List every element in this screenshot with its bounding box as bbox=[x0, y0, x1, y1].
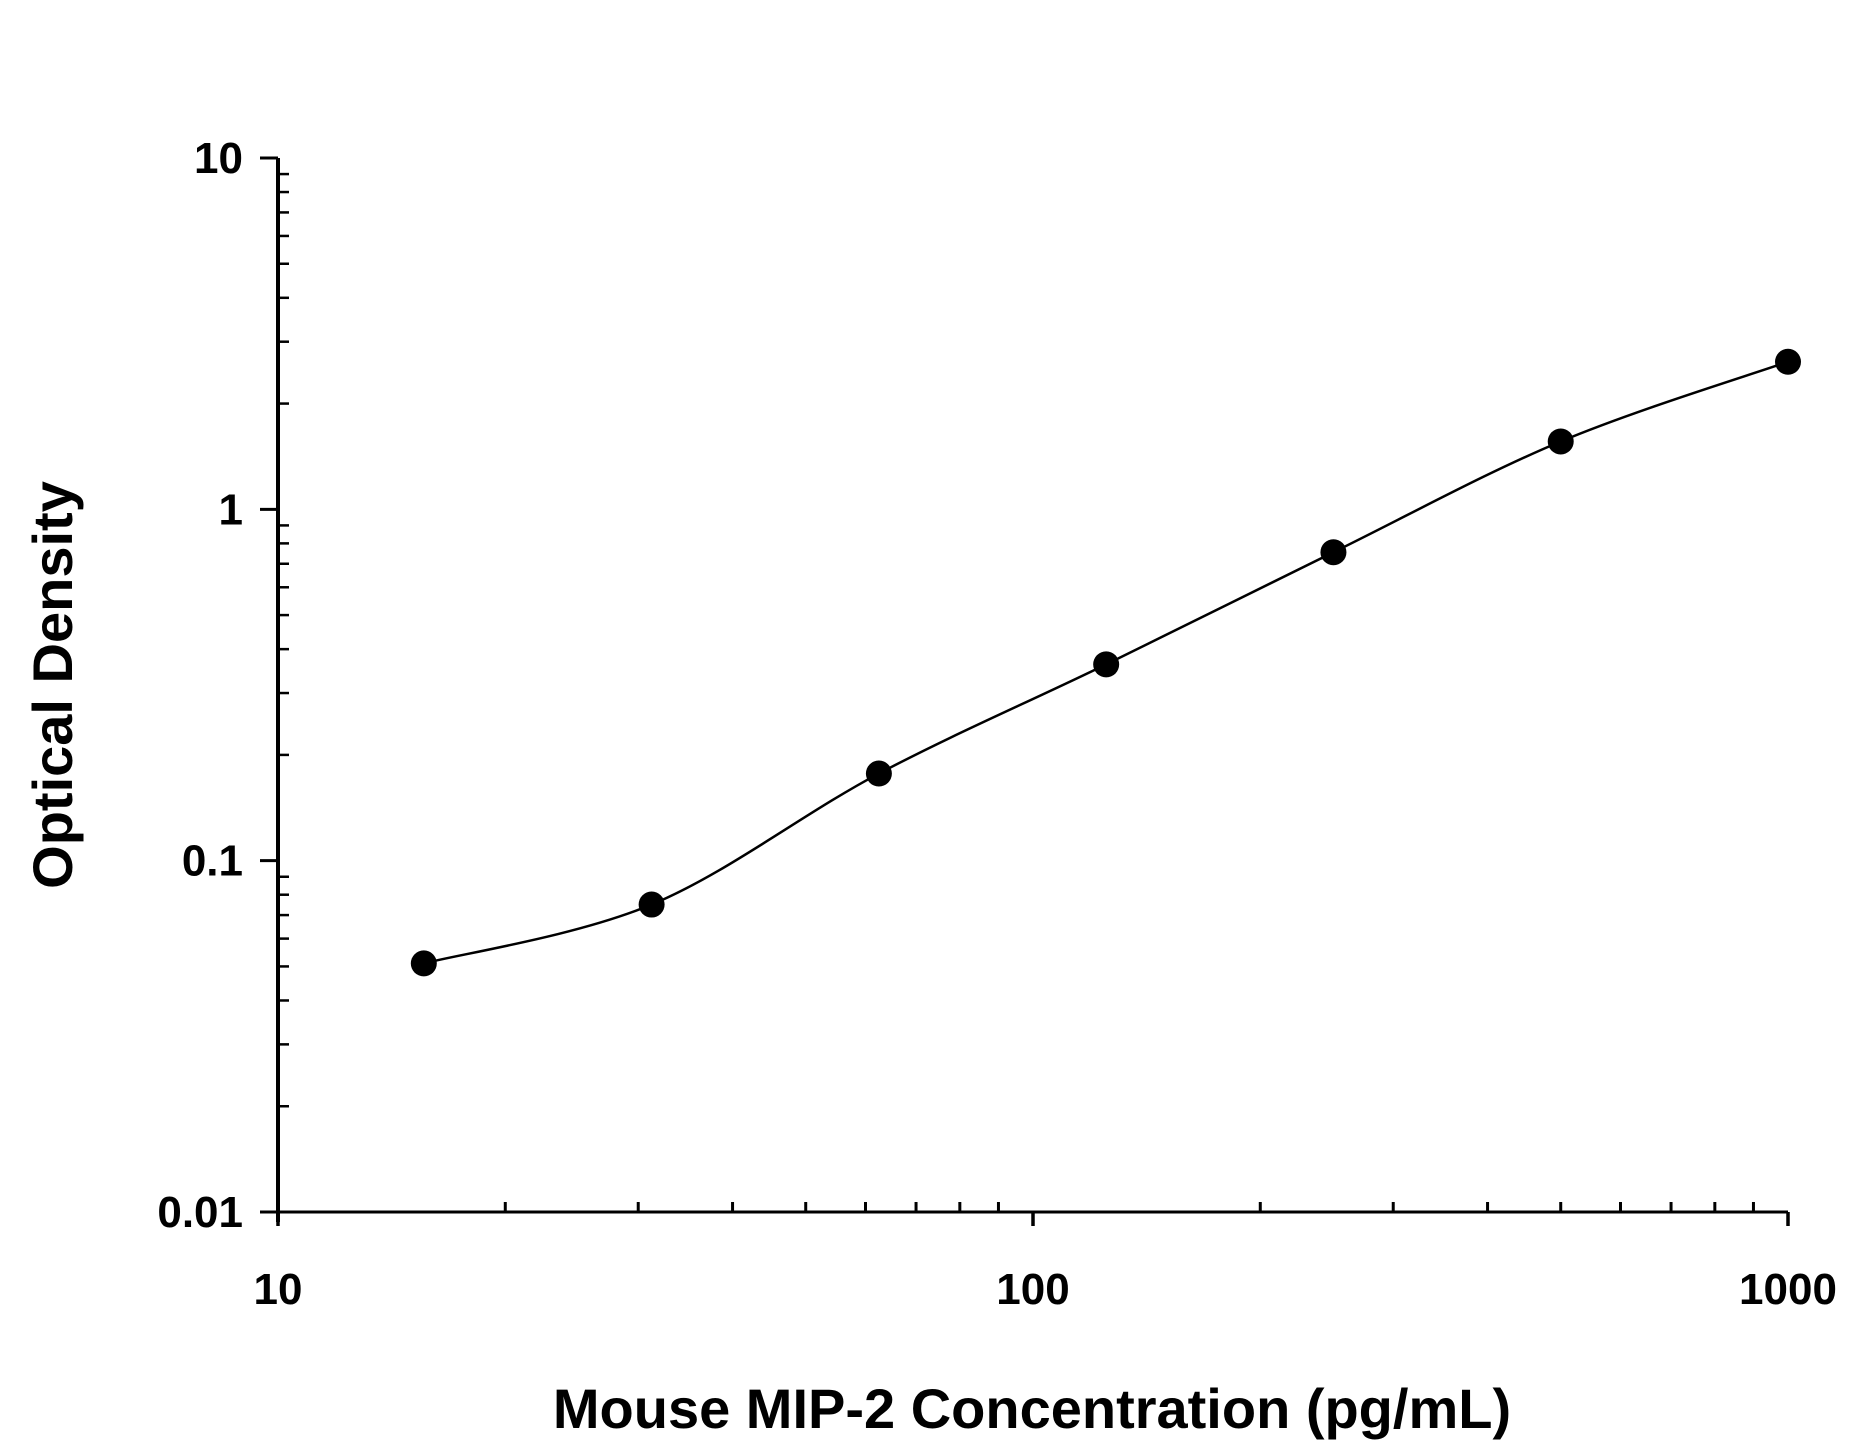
tick-labels: 0.01 0.1 1 10 10 100 1000 bbox=[157, 134, 1837, 1314]
y-axis-label: Optical Density bbox=[21, 481, 84, 889]
x-tick-label: 100 bbox=[996, 1265, 1069, 1314]
x-tick-label: 10 bbox=[254, 1265, 303, 1314]
y-tick-label: 10 bbox=[194, 134, 243, 183]
data-point bbox=[865, 760, 892, 787]
y-tick-label: 1 bbox=[219, 485, 243, 534]
data-point bbox=[1320, 539, 1347, 566]
data-point bbox=[1775, 348, 1801, 375]
data-point bbox=[410, 950, 437, 977]
y-tick-label: 0.01 bbox=[157, 1188, 243, 1237]
data-point bbox=[638, 891, 665, 918]
y-tick-label: 0.1 bbox=[182, 837, 243, 886]
data-points bbox=[410, 348, 1801, 977]
x-axis-label: Mouse MIP-2 Concentration (pg/mL) bbox=[553, 1377, 1511, 1440]
data-point bbox=[1093, 651, 1120, 678]
data-point bbox=[1547, 428, 1574, 455]
x-tick-label: 1000 bbox=[1739, 1265, 1837, 1314]
axes bbox=[260, 156, 1790, 1226]
